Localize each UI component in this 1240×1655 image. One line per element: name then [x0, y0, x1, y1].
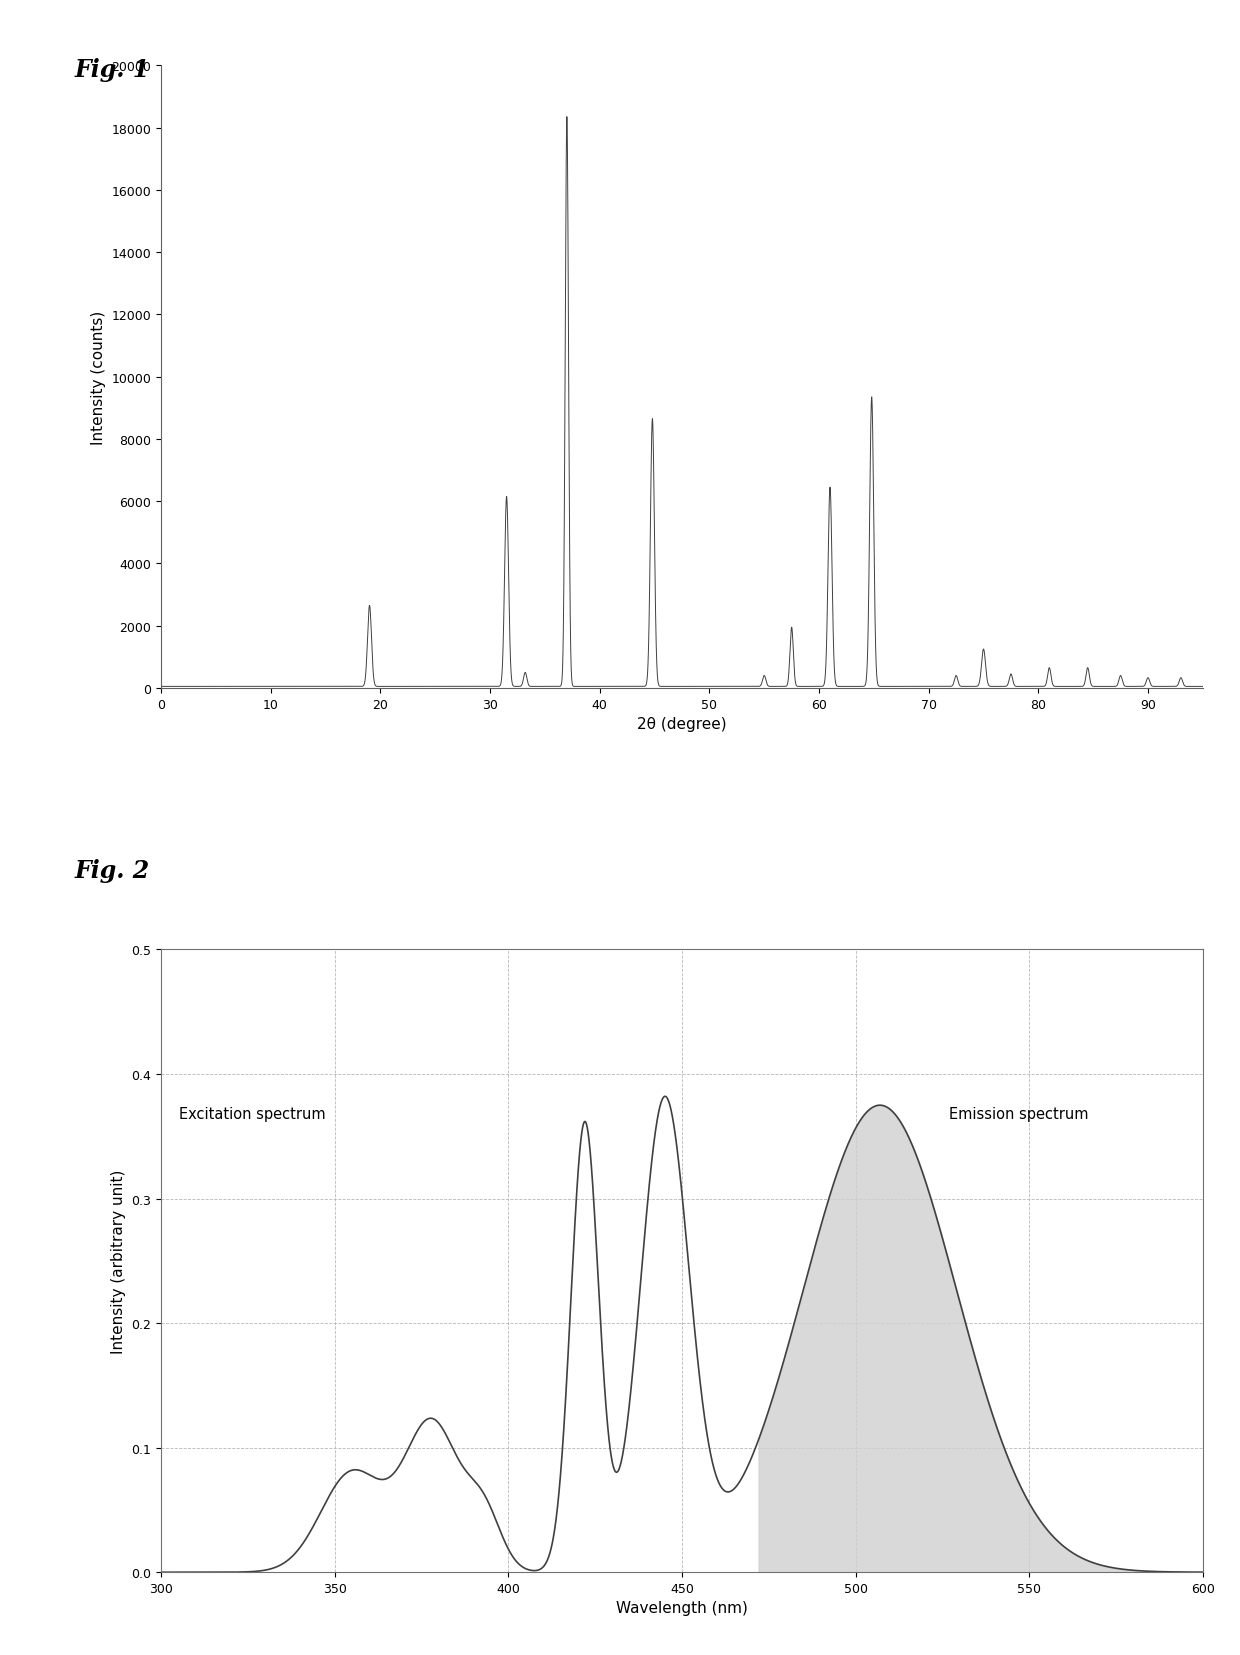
- Text: Emission spectrum: Emission spectrum: [950, 1106, 1089, 1120]
- X-axis label: Wavelength (nm): Wavelength (nm): [616, 1600, 748, 1615]
- Text: Fig. 1: Fig. 1: [74, 58, 150, 81]
- Text: Fig. 2: Fig. 2: [74, 859, 150, 882]
- Y-axis label: Intensity (counts): Intensity (counts): [91, 309, 107, 445]
- X-axis label: 2θ (degree): 2θ (degree): [637, 717, 727, 732]
- Text: Excitation spectrum: Excitation spectrum: [179, 1106, 325, 1120]
- Y-axis label: Intensity (arbitrary unit): Intensity (arbitrary unit): [110, 1168, 126, 1354]
